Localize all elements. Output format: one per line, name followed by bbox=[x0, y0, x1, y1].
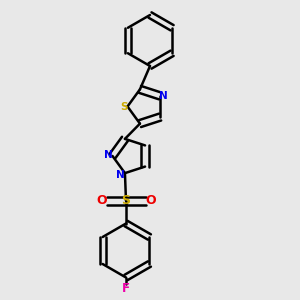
Text: S: S bbox=[122, 194, 130, 208]
Text: O: O bbox=[96, 194, 107, 208]
Text: N: N bbox=[159, 91, 168, 101]
Text: S: S bbox=[120, 101, 128, 112]
Text: F: F bbox=[122, 281, 130, 295]
Text: N: N bbox=[116, 169, 125, 180]
Text: O: O bbox=[145, 194, 156, 208]
Text: N: N bbox=[104, 150, 113, 160]
